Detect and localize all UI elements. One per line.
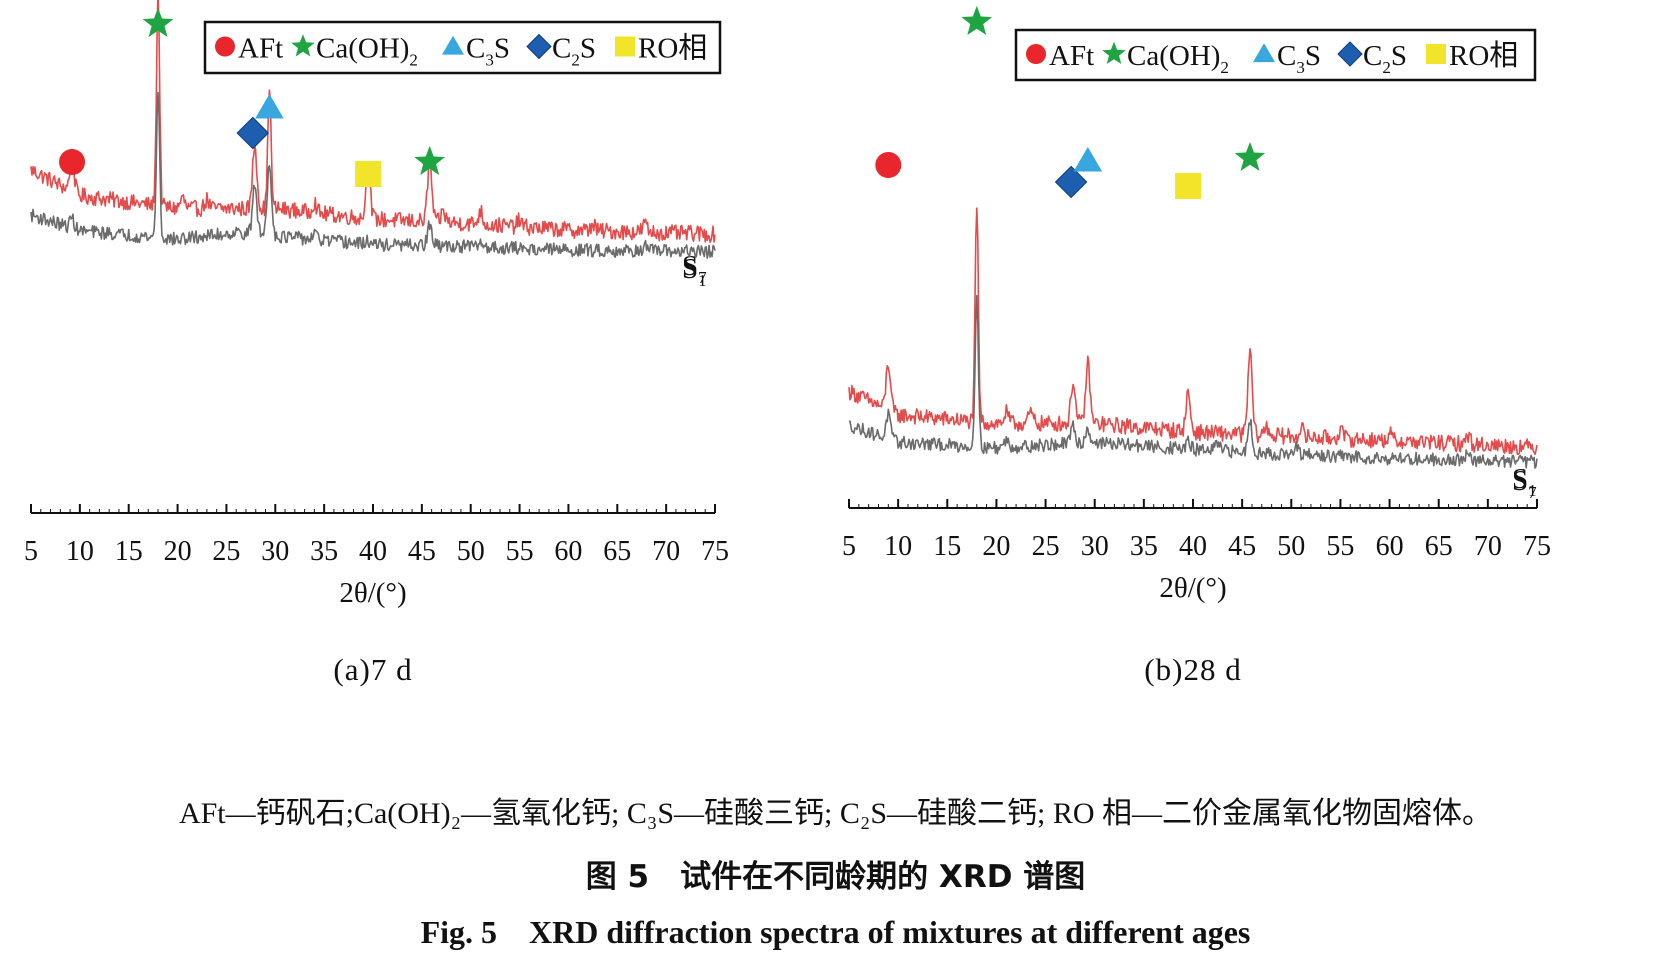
legend-entry-label: C3S	[1277, 40, 1321, 77]
phase-marker-triangle	[1073, 146, 1103, 172]
phase-marker-triangle	[255, 93, 284, 119]
legend-entry-label: C2S	[552, 33, 596, 70]
legend: AFt Ca(OH)2 C3S C2S RO相	[203, 20, 722, 75]
x-tick-label: 40	[1179, 531, 1207, 562]
legend-marker-circle	[1026, 44, 1046, 64]
phase-marker-square	[355, 161, 382, 187]
x-axis-label: 2θ/(°)	[339, 577, 406, 609]
x-tick-label: 20	[164, 536, 192, 567]
legend: AFt Ca(OH)2 C3S C2S RO相	[1014, 28, 1537, 82]
phase-marker-square	[1175, 173, 1202, 199]
x-tick-label: 60	[1376, 531, 1404, 562]
x-tick-label: 30	[1081, 531, 1109, 562]
legend-entry-label: RO相	[1449, 39, 1518, 72]
x-tick-label: 35	[310, 536, 338, 567]
x-tick-label: 35	[1130, 531, 1158, 562]
x-tick-label: 10	[66, 536, 94, 567]
x-tick-label: 50	[1277, 531, 1305, 562]
series-label-S7: S7	[1512, 465, 1537, 502]
x-tick-label: 25	[1032, 531, 1060, 562]
phase-marker-circle	[875, 152, 902, 178]
phase-marker-star	[1234, 141, 1266, 171]
x-tick-label: 75	[1523, 531, 1551, 562]
x-tick-label: 45	[408, 536, 436, 567]
legend-entry-label: AFt	[1049, 40, 1094, 72]
legend-marker-star	[1102, 41, 1126, 64]
legend-marker-triangle	[442, 35, 464, 55]
series-line-S1	[848, 294, 1538, 469]
x-tick-label: 5	[842, 531, 856, 562]
series-label-S7: S7	[682, 250, 707, 287]
series-label-S1: S1	[1512, 463, 1537, 500]
x-tick-label: 40	[359, 536, 387, 567]
phase-marker-star	[961, 5, 993, 36]
series-line-S7	[848, 207, 1538, 456]
series-line-S7	[30, 0, 716, 243]
x-tick-label: 60	[554, 536, 582, 567]
x-tick-label: 20	[982, 531, 1010, 562]
legend-entry-label: AFt	[238, 33, 283, 65]
x-tick-label: 75	[701, 536, 729, 567]
legend-marker-star	[291, 34, 315, 57]
x-tick-label: 10	[884, 531, 912, 562]
x-tick-label: 5	[24, 536, 38, 567]
legend-marker-circle	[215, 36, 235, 57]
x-tick-label: 45	[1228, 531, 1256, 562]
legend-entry-label: C2S	[1363, 40, 1407, 77]
legend-marker-square	[615, 36, 635, 57]
x-tick-label: 25	[212, 536, 240, 567]
x-tick-label: 70	[1474, 531, 1502, 562]
series-line-S1	[30, 91, 716, 259]
phase-marker-star	[414, 145, 445, 175]
legend-marker-triangle	[1253, 43, 1275, 63]
legend-entry-label: Ca(OH)2	[1127, 40, 1229, 77]
figure-title-english: Fig. 5 XRD diffraction spectra of mixtur…	[420, 914, 1251, 950]
legend-entry-label: RO相	[638, 32, 707, 65]
legend-marker-diamond	[1337, 41, 1363, 67]
x-tick-label: 15	[933, 531, 961, 562]
legend-entry-label: C3S	[466, 33, 510, 70]
phase-marker-diamond	[1054, 165, 1088, 199]
phase-marker-circle	[59, 149, 86, 175]
legend-marker-diamond	[526, 33, 552, 60]
legend-entry-label: Ca(OH)2	[316, 33, 418, 70]
legend-box	[1014, 28, 1537, 82]
x-tick-label: 50	[457, 536, 485, 567]
x-tick-label: 70	[652, 536, 680, 567]
x-tick-label: 15	[115, 536, 143, 567]
panel-subcaption: (a)7 d	[333, 652, 412, 687]
phase-marker-star	[142, 7, 174, 38]
x-axis-label: 2θ/(°)	[1159, 572, 1226, 604]
x-tick-label: 65	[1425, 531, 1453, 562]
figure-title-chinese: 图 5 试件在不同龄期的 XRD 谱图	[585, 859, 1086, 895]
x-tick-label: 55	[1326, 531, 1354, 562]
x-tick-label: 65	[603, 536, 631, 567]
figure-note: AFt—钙矾石;Ca(OH)₂—氢氧化钙; C₃S—硅酸三钙; C₂S—硅酸二钙…	[178, 797, 1493, 830]
phase-marker-diamond	[236, 116, 270, 150]
x-tick-label: 30	[261, 536, 289, 567]
series-label-S1: S1	[682, 253, 707, 290]
panel-subcaption: (b)28 d	[1144, 652, 1241, 687]
x-tick-label: 55	[506, 536, 534, 567]
legend-marker-square	[1426, 44, 1446, 64]
